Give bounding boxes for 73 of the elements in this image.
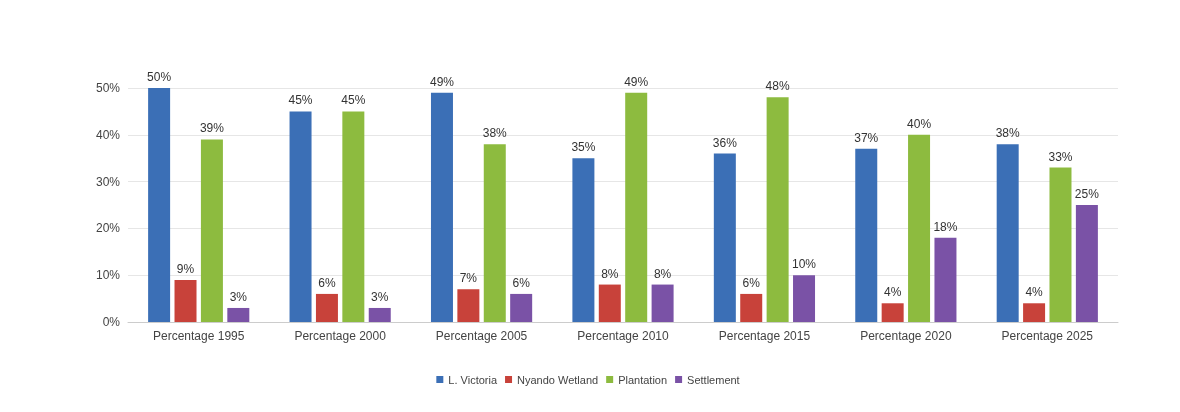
bar bbox=[572, 158, 595, 322]
bar bbox=[625, 92, 648, 322]
data-label: 25% bbox=[1074, 187, 1100, 201]
bar bbox=[315, 293, 338, 322]
bar bbox=[598, 284, 621, 322]
data-label: 49% bbox=[429, 74, 455, 89]
bar bbox=[651, 284, 674, 322]
data-label: 45% bbox=[341, 93, 366, 108]
data-label: 48% bbox=[765, 79, 790, 94]
bar bbox=[934, 237, 957, 322]
x-tick-label: Percentage 2025 bbox=[1001, 329, 1094, 343]
bar bbox=[740, 293, 763, 322]
data-label: 10% bbox=[792, 257, 817, 272]
x-tick-label: Percentage 2000 bbox=[294, 329, 387, 343]
bar bbox=[430, 92, 453, 322]
bar bbox=[174, 279, 197, 322]
bar bbox=[855, 148, 878, 322]
data-label: 6% bbox=[318, 275, 336, 290]
data-label: 6% bbox=[512, 275, 531, 290]
data-label: 8% bbox=[601, 266, 619, 281]
data-label: 3% bbox=[229, 289, 248, 304]
y-tick-label: 20% bbox=[95, 221, 121, 236]
x-tick-label: Percentage 2015 bbox=[718, 329, 811, 343]
data-label: 36% bbox=[712, 135, 738, 150]
data-label: 35% bbox=[571, 140, 596, 155]
bar bbox=[881, 303, 904, 322]
legend-label: Plantation bbox=[618, 373, 668, 386]
bar bbox=[996, 144, 1019, 322]
bar bbox=[457, 289, 480, 322]
bar bbox=[1075, 205, 1098, 322]
bar bbox=[908, 134, 931, 322]
legend-label: Nyando Wetland bbox=[517, 373, 599, 386]
bar bbox=[1023, 303, 1046, 322]
bar bbox=[200, 139, 223, 322]
data-label: 39% bbox=[199, 121, 225, 136]
data-label: 18% bbox=[933, 219, 958, 234]
y-tick-label: 30% bbox=[95, 174, 121, 189]
bar bbox=[148, 88, 171, 322]
data-label: 33% bbox=[1048, 149, 1073, 164]
data-label: 4% bbox=[883, 285, 902, 300]
bar bbox=[793, 275, 816, 322]
y-tick-label: 40% bbox=[95, 127, 121, 142]
data-label: 38% bbox=[482, 126, 508, 141]
bar bbox=[510, 293, 533, 322]
data-label: 8% bbox=[653, 266, 672, 281]
y-tick-label: 50% bbox=[95, 81, 121, 95]
bar bbox=[713, 153, 736, 322]
x-tick-label: Percentage 2020 bbox=[860, 329, 952, 343]
data-label: 9% bbox=[176, 261, 195, 276]
bar bbox=[289, 111, 312, 322]
bar bbox=[1049, 167, 1072, 322]
x-tick-label: Percentage 2010 bbox=[577, 329, 670, 343]
bar bbox=[342, 111, 365, 322]
x-tick-label: Percentage 1995 bbox=[153, 329, 245, 343]
bar bbox=[227, 307, 250, 322]
data-label: 37% bbox=[854, 130, 879, 145]
data-label: 3% bbox=[371, 289, 389, 304]
data-label: 40% bbox=[907, 116, 932, 131]
data-label: 38% bbox=[995, 126, 1021, 141]
legend-label: L. Victoria bbox=[448, 373, 498, 386]
x-tick-label: Percentage 2005 bbox=[435, 329, 528, 343]
data-label: 49% bbox=[624, 74, 649, 89]
bar bbox=[483, 144, 506, 322]
bar bbox=[766, 97, 789, 322]
y-tick-label: 10% bbox=[95, 268, 121, 283]
y-tick-label: 0% bbox=[102, 315, 121, 329]
data-label: 45% bbox=[288, 93, 313, 108]
legend-label: Settlement bbox=[687, 373, 740, 386]
data-label: 4% bbox=[1025, 285, 1044, 300]
data-label: 50% bbox=[147, 70, 172, 84]
data-label: 6% bbox=[742, 275, 761, 290]
bar bbox=[368, 307, 391, 322]
data-label: 7% bbox=[459, 271, 478, 286]
